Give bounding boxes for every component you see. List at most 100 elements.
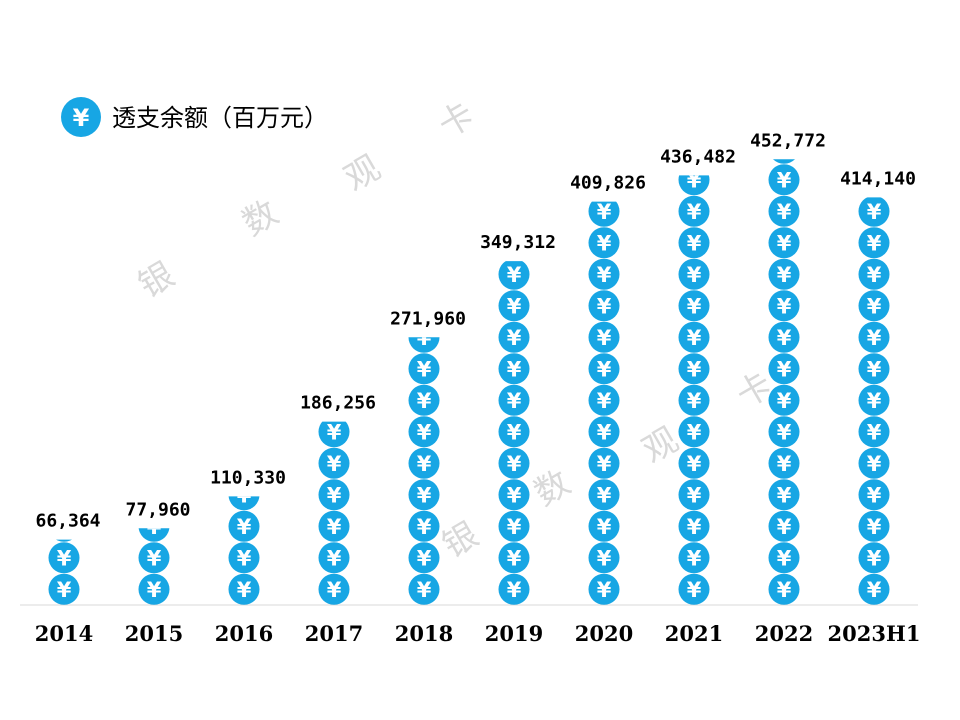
coin-icon: [768, 447, 800, 479]
watermark-char: 卡: [432, 95, 481, 147]
x-tick-2022: 2022: [755, 621, 813, 646]
coin-icon: [318, 542, 350, 574]
coin-icon: [318, 421, 350, 448]
coin-icon: [408, 479, 440, 511]
bar-2017: ¥ ¥ ¥ ¥ ¥ ¥: [318, 420, 350, 605]
coin-icon: [408, 337, 440, 353]
coin-icon: [588, 384, 620, 416]
coin-icon: [768, 416, 800, 448]
coin-icon: [858, 573, 890, 605]
coin-icon: [408, 384, 440, 416]
yen-glyph: ¥: [507, 326, 522, 350]
coin-icon: [858, 416, 890, 448]
yen-glyph: ¥: [687, 546, 702, 570]
value-label-2017: 186,256: [300, 393, 376, 414]
yen-glyph: ¥: [867, 389, 882, 413]
coin-icon: [768, 353, 800, 385]
value-label-2023H1: 414,140: [840, 168, 916, 189]
coin-icon: [678, 573, 710, 605]
coin-stack: ¥ ¥ ¥ ¥ ¥ ¥: [318, 420, 350, 605]
yen-glyph: ¥: [867, 515, 882, 539]
yen-glyph: ¥: [687, 294, 702, 318]
coin-icon: [498, 384, 530, 416]
watermark-char: 银: [436, 515, 485, 567]
yen-glyph: ¥: [147, 578, 162, 602]
watermark-char: 数: [236, 193, 285, 245]
yen-glyph: ¥: [777, 546, 792, 570]
yen-glyph: ¥: [777, 200, 792, 224]
coin-icon: [318, 510, 350, 542]
yen-glyph: ¥: [867, 452, 882, 476]
yen-glyph: ¥: [417, 389, 432, 413]
coin-icon: [138, 542, 170, 574]
coin-icon: [858, 542, 890, 574]
yen-glyph: ¥: [597, 389, 612, 413]
yen-glyph: ¥: [777, 326, 792, 350]
yen-glyph: ¥: [327, 420, 342, 444]
coin-icon: [138, 528, 170, 542]
yen-glyph: ¥: [327, 546, 342, 570]
coin-icon: [498, 261, 530, 290]
yen-glyph: ¥: [417, 546, 432, 570]
coin-icon: [588, 479, 620, 511]
watermark-char: 银: [132, 255, 181, 307]
yen-glyph: ¥: [687, 483, 702, 507]
coin-stack: ¥¥¥: [48, 539, 80, 605]
coin-icon: [768, 510, 800, 542]
coin-icon: [678, 195, 710, 227]
yen-glyph: ¥: [507, 452, 522, 476]
coin-icon: [498, 447, 530, 479]
yen-glyph: ¥: [777, 389, 792, 413]
coin-icon: [588, 353, 620, 385]
yen-glyph: ¥: [867, 231, 882, 255]
coin-icon: [678, 542, 710, 574]
yen-glyph: ¥: [867, 578, 882, 602]
yen-glyph: ¥: [597, 326, 612, 350]
bar-2022: ¥ ¥ ¥ ¥ ¥ ¥ ¥ ¥ ¥ ¥ ¥ ¥ ¥ ¥ ¥: [768, 159, 800, 605]
x-tick-labels-group: 2014 2015 2016 2017 2018 2019 2020 2021 2022 2023…: [35, 621, 921, 646]
coin-icon: [498, 290, 530, 322]
yen-glyph: ¥: [597, 420, 612, 444]
coin-icon: [678, 227, 710, 259]
coin-icon: [56, 539, 72, 542]
x-tick-2023H1: 2023H1: [828, 621, 921, 646]
coin-icon: [228, 573, 260, 605]
coin-icon: [588, 321, 620, 353]
watermark-char: 数: [528, 463, 577, 515]
yen-glyph: ¥: [597, 231, 612, 255]
x-tick-2017: 2017: [305, 621, 363, 646]
coin-icon: [768, 542, 800, 574]
yen-glyph: ¥: [417, 420, 432, 444]
coin-icon: [48, 573, 80, 605]
coin-icon: [588, 201, 620, 227]
coin-icon: [858, 290, 890, 322]
coin-stack: ¥ ¥ ¥ ¥ ¥ ¥ ¥ ¥ ¥ ¥ ¥ ¥ ¥ ¥: [678, 175, 710, 605]
yen-glyph: ¥: [237, 515, 252, 539]
bar-2016: ¥ ¥ ¥ ¥: [228, 496, 260, 605]
coin-icon: [228, 542, 260, 574]
coin-icon: [858, 447, 890, 479]
x-tick-2015: 2015: [125, 621, 183, 646]
coin-icon: [48, 542, 80, 574]
yen-glyph: ¥: [687, 357, 702, 381]
yen-glyph: ¥: [867, 200, 882, 224]
yen-glyph: ¥: [777, 263, 792, 287]
coin-icon: [768, 479, 800, 511]
yen-glyph: ¥: [777, 483, 792, 507]
coin-stack: ¥ ¥ ¥ ¥: [228, 496, 260, 605]
yen-glyph: ¥: [597, 546, 612, 570]
yen-glyph: ¥: [327, 483, 342, 507]
coin-icon: [858, 353, 890, 385]
coin-icon: [498, 573, 530, 605]
bars-group: ¥¥¥¥¥¥¥¥¥¥¥¥¥¥¥¥¥¥¥¥¥¥¥¥¥¥¥¥¥¥¥¥¥¥¥¥¥¥¥¥…: [48, 159, 890, 605]
x-tick-2020: 2020: [575, 621, 633, 646]
yen-glyph: ¥: [597, 263, 612, 287]
yen-glyph: ¥: [777, 578, 792, 602]
legend-yen-icon: [61, 97, 101, 137]
coin-icon: [408, 573, 440, 605]
yen-glyph: ¥: [867, 546, 882, 570]
yen-glyph: ¥: [777, 294, 792, 318]
yen-glyph: ¥: [777, 515, 792, 539]
yen-glyph: ¥: [597, 452, 612, 476]
